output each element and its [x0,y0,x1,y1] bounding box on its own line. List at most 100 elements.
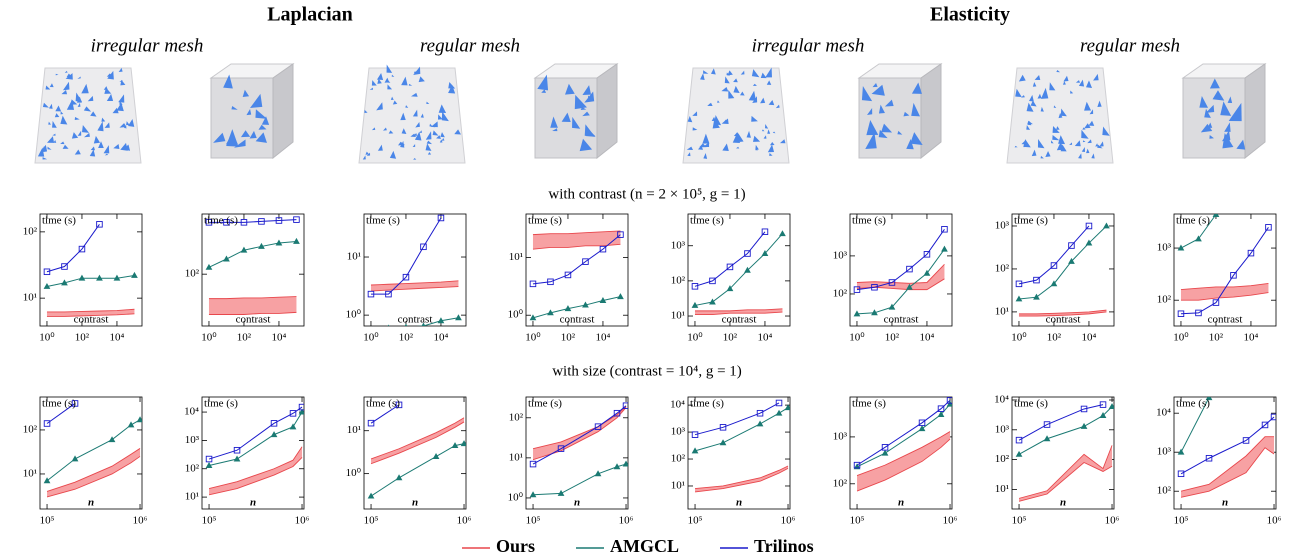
x-tick-label: 10² [885,332,900,344]
chart: 10² 10⁰ 10² 10⁴ time (s) contrast [185,213,305,344]
mesh-cell [1034,75,1041,81]
band-edge [46,456,141,498]
mesh-cell [910,132,923,146]
mesh-cell [436,135,442,139]
band-edge [208,311,297,315]
mesh-cell [703,70,709,74]
marker-square [1015,436,1023,444]
marker-triangle [1068,257,1075,264]
mesh-cell [740,70,745,75]
marker-square [691,431,699,438]
mesh-cell [574,94,587,110]
band-edge [46,308,135,313]
marker-triangle [853,310,861,317]
y-tick-label: 10¹ [23,467,37,479]
y-tick-label: 10⁰ [346,467,362,479]
mesh-cell [76,96,82,103]
marker-triangle [906,283,913,290]
mesh-title: irregular mesh [752,35,865,56]
mesh-cell [1082,127,1086,130]
marker-square [1068,242,1075,249]
marker-triangle [719,439,727,446]
mesh-cell [427,152,432,155]
group-title: Elasticity [930,4,1010,26]
band-fill [857,431,951,492]
band-fill [1180,283,1269,301]
mesh-cell [60,111,64,115]
mesh-cell [60,115,68,125]
x-tick-label: 10² [399,332,414,344]
mesh-cell [752,83,757,86]
chart: 10² 10³ 10⁰ 10² 10⁴ time (s) contrast [1157,213,1277,344]
marker-triangle [1015,450,1023,457]
band-fill [1019,445,1113,502]
mesh-cell [1062,81,1066,85]
mesh-cell [439,139,443,143]
mesh-cell [724,76,730,84]
marker-square [1099,401,1107,408]
mesh-cell [1093,73,1099,81]
marker-square [293,216,300,223]
mesh-cell [77,102,81,107]
mesh-cell [425,143,432,151]
mesh-cell [226,129,239,147]
mesh-cell [1049,82,1056,91]
marker-triangle [881,449,889,456]
marker-triangle [617,293,624,300]
plot-area [691,399,790,493]
marker-triangle [1085,239,1093,246]
marker-square [1177,470,1185,478]
x-tick-label: 10⁵ [688,515,703,527]
y-axis-label: time (s) [42,215,76,227]
marker-square [719,424,727,431]
marker-square [289,410,297,417]
mesh-image [34,67,142,164]
chart: 10⁰ 10¹ 10² 10⁵ 10⁶ time (s) n [508,396,634,527]
mesh-cell [101,117,106,122]
band-edge [532,243,621,250]
mesh-image [1006,67,1114,164]
mesh-cell [1056,69,1061,73]
marker-triangle [1099,412,1107,419]
marker-triangle [127,421,135,428]
mesh-cell [707,102,713,106]
mesh-cell [376,102,383,111]
mesh-cell [703,152,708,159]
mesh-cell [755,147,758,151]
mesh-cell [83,132,90,138]
y-tick-label: 10³ [671,426,686,438]
mesh-cell [90,111,97,117]
marker-triangle [923,269,931,276]
x-tick-label: 10⁴ [920,332,935,344]
mesh-cell [410,133,416,137]
plot-frame [687,396,791,510]
marker-triangle [691,301,699,308]
marker-square [617,231,624,238]
y-tick-label: 10⁴ [1156,407,1171,419]
band-edge [532,230,621,236]
x-tick-label: 10⁴ [272,332,287,344]
marker-triangle [395,474,403,481]
marker-square [557,445,565,452]
series-line [46,403,76,424]
mesh-image [682,67,790,164]
marker-square [1205,454,1213,462]
mesh-cell [686,146,694,151]
marker-square [709,277,716,285]
mesh-cell [412,144,416,147]
mesh-cell [55,105,62,112]
mesh-cell [74,149,81,155]
marker-triangle [709,298,716,305]
plot-frame [1173,213,1277,327]
y-tick-label: 10³ [995,220,1010,232]
marker-triangle [205,263,213,270]
marker-triangle [289,423,297,430]
legend-label: AMGCL [610,536,679,556]
mesh-cell [413,158,417,160]
chart: 10² 10³ 10⁵ 10⁶ time (s) n [833,396,958,527]
chart: 10¹ 10² 10⁵ 10⁶ time (s) n [23,396,148,527]
mesh-cell [766,80,772,85]
legend-label: Trilinos [754,536,814,556]
chart: 10⁰ 10¹ 10⁰ 10² 10⁴ time (s) contrast [346,213,467,344]
mesh-cell [386,64,393,73]
